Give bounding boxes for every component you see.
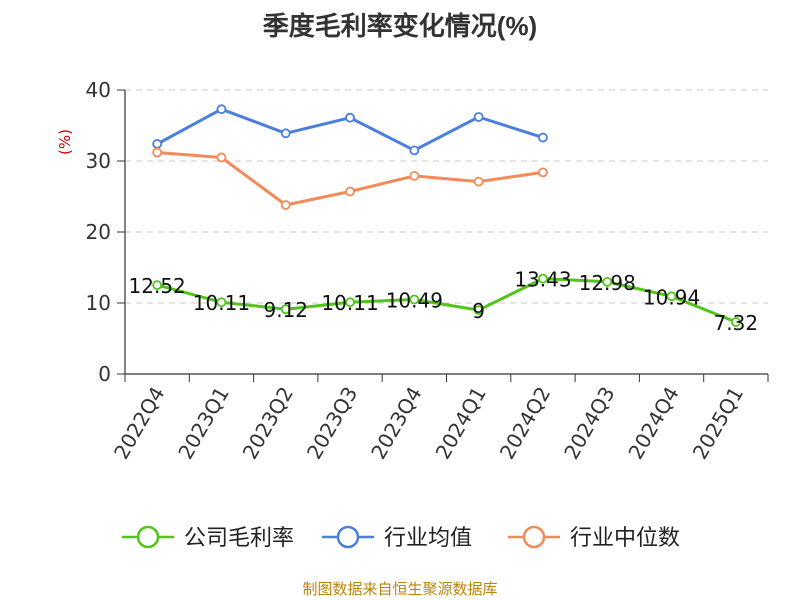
x-tick-label: 2023Q3 xyxy=(302,383,362,464)
y-tick-label: 10 xyxy=(86,291,111,315)
data-point xyxy=(152,280,163,291)
legend-marker xyxy=(522,525,546,549)
data-point xyxy=(280,200,291,210)
y-tick-label: 0 xyxy=(98,362,111,386)
legend-marker xyxy=(336,525,360,549)
series-line xyxy=(156,277,737,324)
x-tick-label: 2024Q2 xyxy=(495,383,555,464)
data-point xyxy=(152,147,163,158)
series-lines xyxy=(152,104,741,327)
y-axis-label: (%) xyxy=(56,129,74,155)
legend-marker xyxy=(136,525,160,549)
data-point xyxy=(538,273,548,284)
data-point xyxy=(152,139,163,149)
x-tick-label: 2024Q3 xyxy=(559,383,619,464)
data-point xyxy=(538,132,548,143)
data-point xyxy=(216,152,227,163)
data-label: 10.11 xyxy=(193,291,250,315)
y-tick-label: 20 xyxy=(86,220,111,244)
data-label: 12.98 xyxy=(579,271,636,295)
y-tick-label: 30 xyxy=(86,149,111,173)
x-tick-label: 2023Q1 xyxy=(173,383,233,464)
data-point xyxy=(473,176,484,187)
data-point xyxy=(473,305,484,316)
data-point xyxy=(345,186,355,197)
x-tick-label: 2023Q2 xyxy=(238,383,298,464)
data-point xyxy=(538,167,548,178)
data-label: 9 xyxy=(472,299,485,323)
data-point xyxy=(216,297,227,308)
legend-label: 公司毛利率 xyxy=(184,526,294,551)
data-point xyxy=(473,112,484,122)
data-point xyxy=(730,317,741,327)
data-label: 10.94 xyxy=(643,285,700,309)
data-point xyxy=(409,171,420,181)
data-label: 13.43 xyxy=(514,268,571,292)
data-point xyxy=(409,294,420,305)
data-label: 10.49 xyxy=(386,289,443,313)
data-label: 12.52 xyxy=(129,274,186,298)
data-point xyxy=(666,291,677,302)
data-point xyxy=(602,276,613,287)
data-point xyxy=(345,297,355,308)
x-tick-label: 2025Q1 xyxy=(688,383,748,464)
x-tick-label: 2023Q4 xyxy=(366,383,426,464)
y-tick-label: 40 xyxy=(86,78,111,102)
data-label: 10.11 xyxy=(321,291,378,315)
chart-title: 季度毛利率变化情况(%) xyxy=(262,11,538,41)
x-tick-label: 2024Q4 xyxy=(623,383,683,464)
series-line xyxy=(157,151,544,207)
data-point xyxy=(345,112,355,123)
legend-label: 行业中位数 xyxy=(570,526,680,551)
data-label: 7.32 xyxy=(714,311,759,335)
legend-label: 行业均值 xyxy=(384,526,472,551)
x-tick-label: 2024Q1 xyxy=(431,383,491,464)
data-point xyxy=(409,145,420,156)
data-labels: 12.52 10.11 9.12 10.11 10.49 9 13.43 12.98 10.94… xyxy=(129,268,759,335)
grid-lines xyxy=(125,89,768,304)
data-point xyxy=(280,128,291,139)
data-point xyxy=(280,304,291,315)
source-note: 制图数据来自恒生聚源数据库 xyxy=(302,580,498,598)
data-point xyxy=(216,104,227,115)
data-label: 9.12 xyxy=(263,298,308,322)
axes: 0 10 20 30 40 (%) 2022Q4 2023Q1 2023Q2 2023Q3 2023… xyxy=(56,78,769,464)
x-tick-label: 2022Q4 xyxy=(109,383,169,464)
legend: 公司毛利率 行业均值 行业中位数 xyxy=(122,525,680,551)
